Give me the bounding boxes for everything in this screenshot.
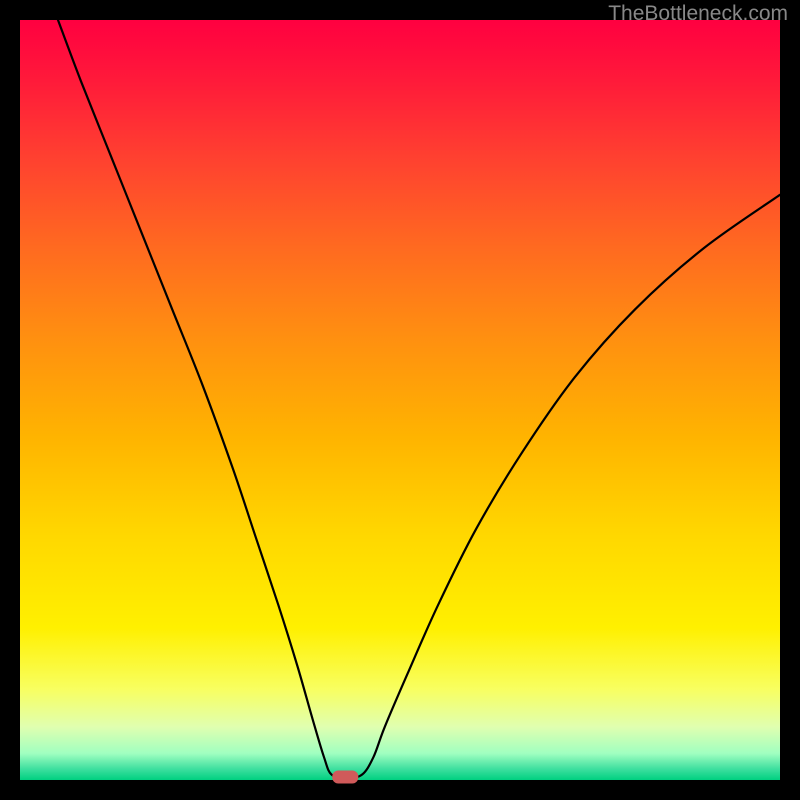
- chart-container: TheBottleneck.com: [0, 0, 800, 800]
- watermark-text: TheBottleneck.com: [608, 2, 788, 26]
- chart-svg: [0, 0, 800, 800]
- optimal-marker: [332, 770, 358, 783]
- plot-background: [20, 20, 780, 780]
